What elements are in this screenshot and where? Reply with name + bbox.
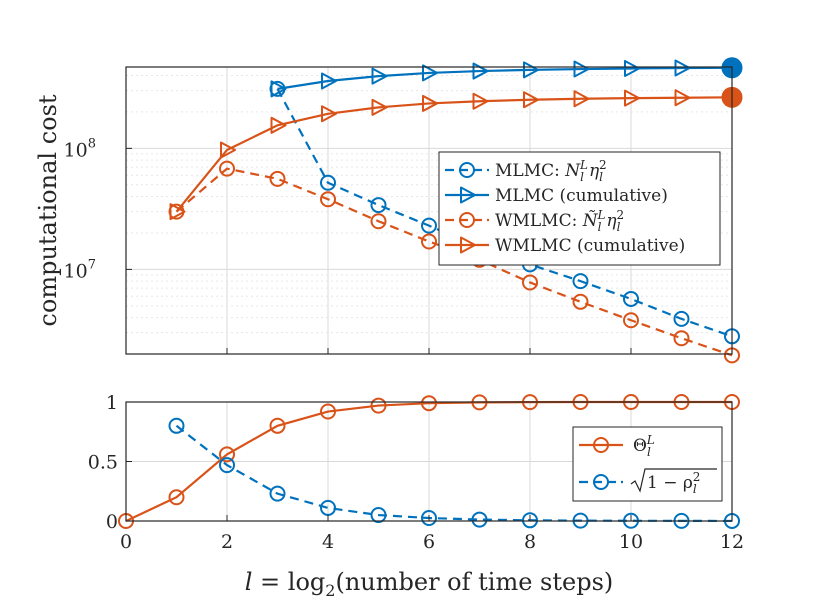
- top-s0-point: [673, 310, 690, 327]
- y-tick-label: 0.5: [88, 452, 118, 474]
- top-s3-series: [169, 86, 743, 221]
- top-s0-point: [421, 217, 437, 234]
- bottom-legend: ΘlL 1 − ρl2: [572, 426, 723, 502]
- top-s0-line: [276, 88, 733, 338]
- top-s3-point: [472, 92, 489, 110]
- bottom-s0-point: [168, 489, 185, 506]
- top-s2-point: [673, 330, 690, 347]
- top-s1-point: [371, 67, 388, 85]
- top-s0-point: [572, 273, 589, 290]
- x-tick-label: 8: [524, 531, 536, 553]
- legend-swatch-marker: [593, 474, 609, 490]
- top-s0-point: [320, 174, 336, 191]
- bottom-s0-point: [421, 395, 437, 412]
- top-s3-point: [674, 89, 691, 107]
- top-s1-point: [523, 61, 539, 79]
- x-tick-label: 0: [120, 531, 132, 553]
- top-s1-point: [422, 64, 438, 82]
- x-tick-label: 2: [221, 531, 233, 553]
- top-s1-line: [277, 66, 733, 90]
- legend-label: MLMC: NlLηl2: [495, 158, 607, 184]
- top-s3-point: [523, 91, 539, 109]
- legend-label: 1 − ρl2: [647, 470, 700, 496]
- legend-swatch-marker: [459, 212, 475, 228]
- bottom-s1-point: [370, 507, 387, 524]
- top-s1-point: [624, 59, 640, 77]
- top-s0-point: [370, 197, 387, 214]
- y-tick-label: 108: [64, 136, 96, 161]
- y-tick-label: 0: [106, 511, 118, 533]
- x-tick-label: 6: [423, 531, 435, 553]
- top-s3-point: [321, 105, 337, 123]
- legend-label: WMLMC (cumulative): [495, 236, 685, 256]
- axis-ticks: 0 2 4 6 8 10 12 0 0.5 1 107 108: [64, 136, 745, 553]
- top-s2-point: [219, 160, 235, 177]
- y-axis-label: computational cost: [34, 94, 62, 326]
- x-tick-label: 10: [619, 531, 643, 553]
- bottom-s1-point: [421, 510, 437, 527]
- legend-label: WMLMC: ÑlLηl2: [495, 208, 624, 234]
- top-s3-point: [573, 90, 590, 108]
- legend-label: MLMC (cumulative): [495, 186, 668, 206]
- top-s3-point: [270, 116, 287, 134]
- top-s2-point: [572, 293, 589, 310]
- legend-swatch-marker: [460, 186, 476, 204]
- bottom-s1-point: [522, 512, 538, 529]
- top-s3-point: [371, 98, 388, 116]
- top-s3-point: [169, 203, 186, 221]
- top-s3-point: [422, 94, 438, 112]
- top-s2-point: [522, 274, 538, 291]
- legend-label: ΘlL: [633, 433, 655, 459]
- bottom-s0-point: [370, 397, 387, 414]
- top-s0-point: [623, 290, 639, 307]
- top-s1-point: [321, 72, 337, 90]
- top-s2-point: [269, 170, 286, 187]
- legend-swatch-marker: [459, 162, 475, 178]
- legend-swatch-marker: [460, 236, 476, 254]
- legend-swatch-marker: [593, 437, 609, 453]
- top-s2-point: [421, 233, 437, 250]
- top-s2-point: [320, 191, 336, 208]
- legend-box: [438, 151, 721, 266]
- x-tick-label: 4: [322, 531, 334, 553]
- y-tick-label: 1: [106, 392, 118, 414]
- bottom-s1-point: [269, 485, 286, 502]
- top-s1-point: [674, 59, 691, 77]
- bottom-s0-point: [219, 446, 235, 463]
- bottom-s1-point: [471, 511, 488, 528]
- x-axis-label: l = log2(number of time steps): [245, 568, 614, 600]
- bottom-s0-point: [269, 417, 286, 434]
- bottom-s0-point: [320, 403, 336, 420]
- top-s1-point: [573, 60, 590, 78]
- top-s3-point: [220, 141, 236, 159]
- bottom-s1-point: [219, 457, 235, 474]
- top-s1-point: [270, 80, 287, 98]
- top-s3-point: [624, 89, 640, 107]
- bottom-s1-point: [168, 417, 185, 434]
- x-tick-label: 12: [720, 531, 744, 553]
- top-s2-point: [623, 312, 639, 329]
- sqrt-symbol: [630, 468, 717, 493]
- axis-labels: computational cost l = log2(number of tim…: [34, 94, 613, 600]
- bottom-s1-point: [320, 499, 336, 516]
- y-tick-label: 107: [64, 257, 96, 282]
- top-s2-point: [370, 213, 387, 230]
